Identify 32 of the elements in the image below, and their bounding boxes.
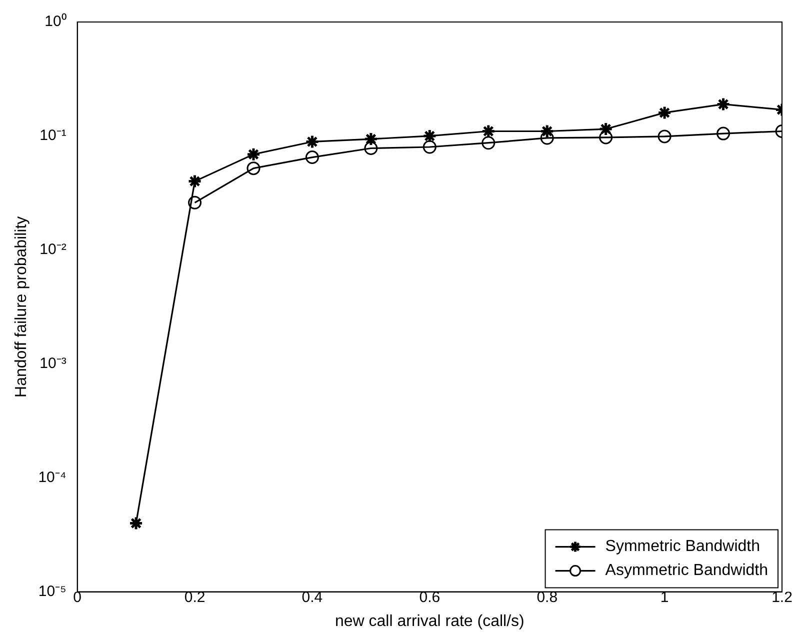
y-tick-label: 10⁰ (44, 13, 66, 30)
point (305, 150, 319, 164)
point (716, 126, 730, 140)
point (246, 147, 261, 162)
point (188, 196, 202, 210)
y-tick-label: 10⁻² (40, 241, 66, 258)
point (364, 132, 378, 146)
point (598, 122, 614, 136)
legend-label: Asymmetric Bandwidth (605, 562, 768, 580)
y-tick-label: 10⁻⁴ (38, 468, 66, 486)
point (188, 174, 202, 189)
point (422, 128, 437, 144)
point (128, 516, 144, 530)
point (657, 105, 672, 120)
x-axis-title: new call arrival rate (call/s) (334, 612, 524, 630)
point (599, 130, 613, 144)
x-tick-label: 1.2 (772, 588, 792, 606)
point (540, 124, 554, 138)
point (481, 124, 496, 138)
y-axis-title: Handoff failure probability (13, 216, 30, 398)
point (540, 131, 554, 145)
point (716, 96, 731, 112)
point (482, 136, 496, 150)
y-tick-label: 10⁻⁵ (38, 582, 66, 600)
point (304, 134, 320, 149)
point (658, 130, 672, 144)
point (246, 162, 260, 176)
y-tick-label: 10⁻¹ (40, 127, 66, 144)
point (422, 140, 436, 154)
point (364, 142, 378, 156)
y-tick-label: 10⁻³ (40, 355, 66, 372)
legend-label: Symmetric Bandwidth (605, 538, 760, 556)
